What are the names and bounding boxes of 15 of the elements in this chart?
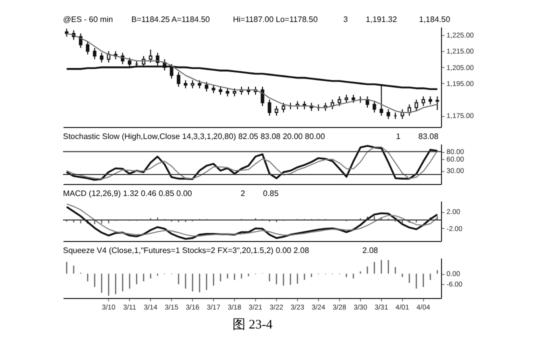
chart-title: @ES - 60 min [63,15,113,24]
text: 2.08 [362,246,379,255]
text: 1 [396,132,401,141]
text: B=1184.25 A=1184.50 [131,15,210,24]
text: 83.08 [418,132,439,141]
text: 2 [240,189,246,198]
text: 1,191.32 [366,15,398,24]
text: 0.85 [263,189,280,198]
text: Hi=1187.00 Lo=1178.50 [233,15,318,24]
x-axis-title: 图 23-4 [232,316,274,332]
chart-title: MACD (12,26,9) 1.32 0.46 0.85 0.00 [63,189,193,198]
chart-title: Squeeze V4 (Close,1,"Futures=1 Stocks=2 FX=3",20,1.5,2) 0.00 2.08 [63,246,310,255]
text: 1,184.50 [419,15,451,24]
text: 3 [343,15,348,24]
chart-title: Stochastic Slow (High,Low,Close 14,3,3,1,20,80) 82.05 83.08 20.00 80.00 [63,132,326,141]
